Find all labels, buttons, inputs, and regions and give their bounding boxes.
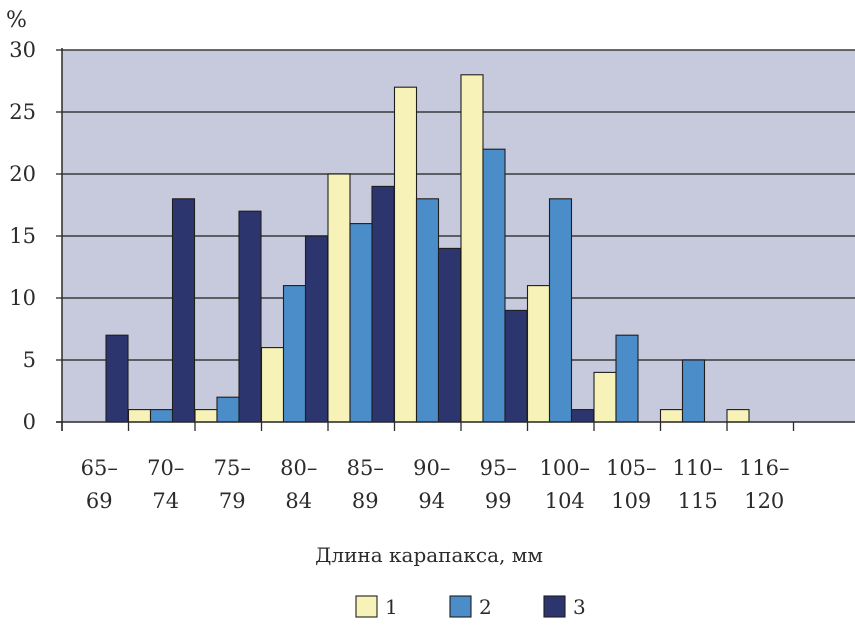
bar-series-1: [327, 173, 351, 423]
bar-series-1: [260, 347, 285, 423]
bar-series-1: [127, 409, 152, 423]
x-tick-label: 85–: [347, 456, 384, 480]
legend-label-2: 2: [479, 595, 492, 619]
y-tick-label: 15: [9, 224, 36, 248]
bar-series-1: [393, 86, 418, 423]
x-axis-title: Длина карапакса, мм: [315, 543, 543, 567]
bar-series-2: [216, 396, 240, 423]
x-tick-label: 94: [418, 489, 445, 513]
bar-series-2: [282, 285, 307, 423]
y-tick-label: 10: [9, 286, 36, 310]
x-tick-label: 115: [678, 489, 718, 513]
y-tick-label: 20: [9, 162, 36, 186]
x-tick-label: 70–: [147, 456, 184, 480]
x-tick-label: 90–: [413, 456, 450, 480]
x-tick-label: 79: [219, 489, 246, 513]
bar-series-2: [548, 198, 573, 423]
legend-label-1: 1: [385, 595, 398, 619]
bar-series-3: [570, 409, 595, 423]
legend: 1 2 3: [355, 595, 586, 619]
bar-series-3: [304, 235, 329, 423]
bar-series-2: [349, 223, 373, 423]
x-tick-label: 109: [611, 489, 651, 513]
bar-series-2: [681, 359, 706, 423]
bar-series-1: [726, 409, 750, 423]
x-tick-label: 65–: [81, 456, 118, 480]
bar-series-3: [238, 210, 262, 423]
x-tick-label: 84: [285, 489, 312, 513]
x-tick-label: 74: [152, 489, 179, 513]
legend-swatch-2: [449, 595, 472, 618]
y-tick-label: 30: [9, 38, 36, 62]
legend-label-3: 3: [573, 595, 586, 619]
axes: 0 5 10 15 20 25 30 65– 69 70– 74 75– 79 80– 84 85– 89 90–…: [9, 38, 855, 513]
x-tick-label: 69: [86, 489, 113, 513]
x-tick-label: 80–: [280, 456, 317, 480]
y-tick-label: 25: [9, 100, 36, 124]
legend-swatch-1: [355, 595, 378, 618]
bars: [105, 74, 750, 423]
bar-series-3: [171, 198, 196, 423]
x-tick-label: 89: [352, 489, 379, 513]
legend-swatch-3: [543, 595, 566, 618]
bar-series-2: [415, 198, 440, 423]
bar-series-1: [659, 409, 684, 423]
x-tick-label: 104: [545, 489, 585, 513]
y-tick-label: 5: [23, 348, 36, 372]
bar-series-3: [504, 309, 528, 423]
x-tick-label: 75–: [214, 456, 251, 480]
bar-series-1: [194, 409, 218, 423]
y-axis-unit-label: %: [6, 8, 27, 33]
x-tick-label: 120: [744, 489, 784, 513]
bar-series-1: [460, 74, 484, 423]
x-tick-label: 100–: [539, 456, 590, 480]
x-tick-label: 110–: [672, 456, 723, 480]
x-tick-label: 116–: [739, 456, 790, 480]
bar-series-1: [526, 285, 551, 423]
x-tick-label: 105–: [606, 456, 657, 480]
bar-series-3: [437, 247, 462, 423]
bar-series-1: [593, 371, 617, 423]
bar-series-2: [615, 334, 639, 423]
bar-series-3: [371, 185, 395, 423]
bar-series-2: [482, 148, 506, 423]
bar-series-2: [149, 409, 174, 423]
x-tick-label: 99: [485, 489, 512, 513]
x-tick-label: 95–: [480, 456, 517, 480]
bar-series-3: [105, 334, 129, 423]
y-tick-label: 0: [23, 410, 36, 434]
